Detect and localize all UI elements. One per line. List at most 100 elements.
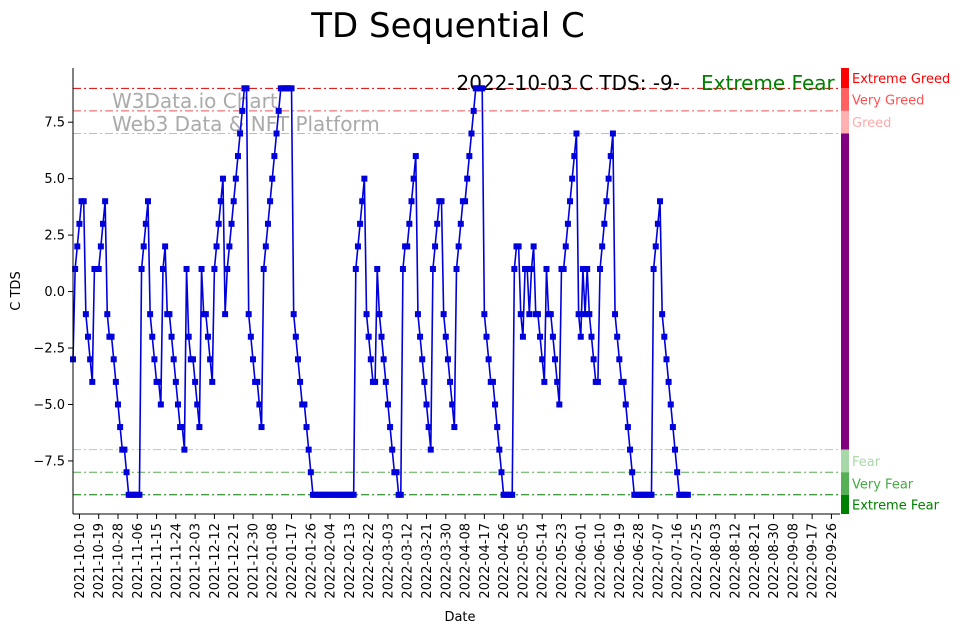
data-point: [307, 469, 314, 476]
data-point: [303, 424, 310, 431]
data-point: [442, 333, 449, 340]
data-point: [363, 311, 370, 318]
data-point: [674, 469, 681, 476]
x-tick-label: 2022-03-30: [439, 523, 454, 599]
x-tick-label: 2022-06-19: [613, 523, 628, 599]
watermark-line2: Web3 Data & NFT Platform: [112, 112, 380, 136]
x-tick-label: 2021-12-21: [227, 523, 242, 599]
data-point: [387, 424, 394, 431]
x-tick-label: 2021-12-03: [189, 523, 204, 599]
data-point: [684, 491, 691, 498]
x-tick-label: 2022-02-13: [343, 523, 358, 599]
data-point: [350, 491, 357, 498]
data-point: [110, 356, 117, 363]
data-point: [665, 378, 672, 385]
zone-label-4: Fear: [852, 455, 881, 470]
data-point: [207, 356, 214, 363]
data-point: [224, 265, 231, 272]
data-point: [547, 311, 554, 318]
x-tick-label: 2021-12-12: [208, 523, 223, 599]
data-point: [515, 243, 522, 250]
x-tick-label: 2022-07-16: [671, 523, 686, 599]
data-point: [258, 424, 265, 431]
data-point: [189, 356, 196, 363]
data-point: [372, 378, 379, 385]
data-point: [155, 378, 162, 385]
data-point: [108, 333, 115, 340]
data-point: [275, 107, 282, 114]
data-point: [582, 311, 589, 318]
data-point: [423, 401, 430, 408]
data-point: [232, 175, 239, 182]
data-point: [260, 265, 267, 272]
data-point: [440, 311, 447, 318]
data-point: [181, 446, 188, 453]
data-point: [485, 356, 492, 363]
x-tick-label: 2022-07-25: [690, 523, 705, 599]
data-point: [226, 243, 233, 250]
y-tick-label: 0.0: [44, 285, 65, 300]
data-point: [579, 265, 586, 272]
x-tick-label: 2022-01-17: [285, 523, 300, 599]
y-tick-label: 5.0: [44, 172, 65, 187]
data-point: [652, 243, 659, 250]
x-tick-label: 2022-02-04: [324, 523, 339, 599]
data-point: [539, 356, 546, 363]
data-point: [217, 198, 224, 205]
zone-band-5: [841, 472, 849, 495]
data-point: [552, 356, 559, 363]
chart-title: TD Sequential C: [310, 6, 584, 46]
data-point: [230, 198, 237, 205]
data-point: [183, 265, 190, 272]
data-point: [384, 401, 391, 408]
data-point: [599, 243, 606, 250]
data-point: [121, 446, 128, 453]
data-point: [438, 198, 445, 205]
data-point: [479, 85, 486, 92]
zone-label-2: Greed: [852, 116, 891, 131]
x-tick-label: 2021-11-15: [150, 523, 165, 599]
x-tick-label: 2022-05-14: [536, 523, 551, 599]
data-point: [605, 175, 612, 182]
data-point: [228, 220, 235, 227]
zone-label-6: Extreme Fear: [852, 498, 940, 513]
x-tick-label: 2022-08-30: [767, 523, 782, 599]
data-point: [168, 333, 175, 340]
data-point: [457, 220, 464, 227]
data-point: [87, 356, 94, 363]
data-point: [361, 175, 368, 182]
data-point: [374, 265, 381, 272]
data-point: [421, 378, 428, 385]
data-point: [174, 401, 181, 408]
zone-label-5: Very Fear: [852, 478, 914, 493]
data-point: [429, 265, 436, 272]
status-level-annotation: Extreme Fear: [701, 71, 836, 95]
data-point: [528, 265, 535, 272]
data-point: [616, 356, 623, 363]
data-point: [196, 424, 203, 431]
data-point: [669, 424, 676, 431]
data-point: [427, 446, 434, 453]
data-point: [414, 311, 421, 318]
series-td-sequential: [72, 87, 688, 496]
data-point: [562, 243, 569, 250]
x-tick-label: 2022-01-08: [266, 523, 281, 599]
data-point: [627, 446, 634, 453]
x-tick-label: 2021-10-28: [111, 523, 126, 599]
data-point: [194, 401, 201, 408]
data-point: [202, 311, 209, 318]
data-point: [359, 198, 366, 205]
data-point: [573, 130, 580, 137]
x-tick-label: 2022-06-28: [632, 523, 647, 599]
data-point: [549, 333, 556, 340]
x-tick-label: 2022-09-08: [786, 523, 801, 599]
data-point: [425, 424, 432, 431]
data-point: [269, 175, 276, 182]
data-point: [292, 333, 299, 340]
data-point: [657, 198, 664, 205]
data-point: [179, 424, 186, 431]
data-point: [590, 356, 597, 363]
data-point: [376, 311, 383, 318]
data-point: [470, 107, 477, 114]
data-point: [365, 333, 372, 340]
